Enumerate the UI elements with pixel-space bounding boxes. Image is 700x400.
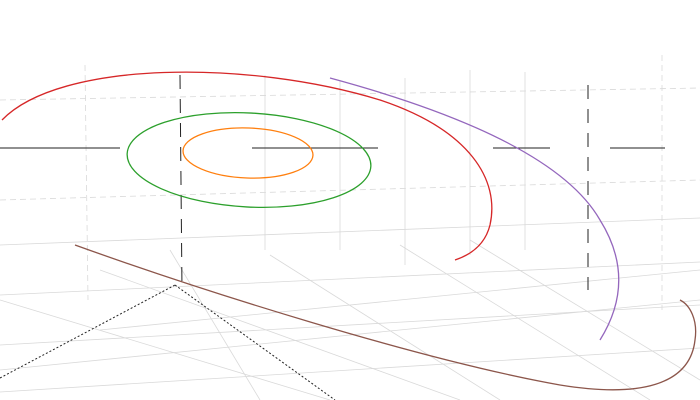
grid-planes	[0, 55, 700, 400]
green-orbit	[126, 111, 372, 209]
red-orbit	[1, 71, 493, 261]
brown-orbit	[74, 244, 697, 391]
axes	[0, 74, 665, 400]
orange-orbit	[182, 127, 314, 179]
purple-orbit	[329, 77, 620, 341]
